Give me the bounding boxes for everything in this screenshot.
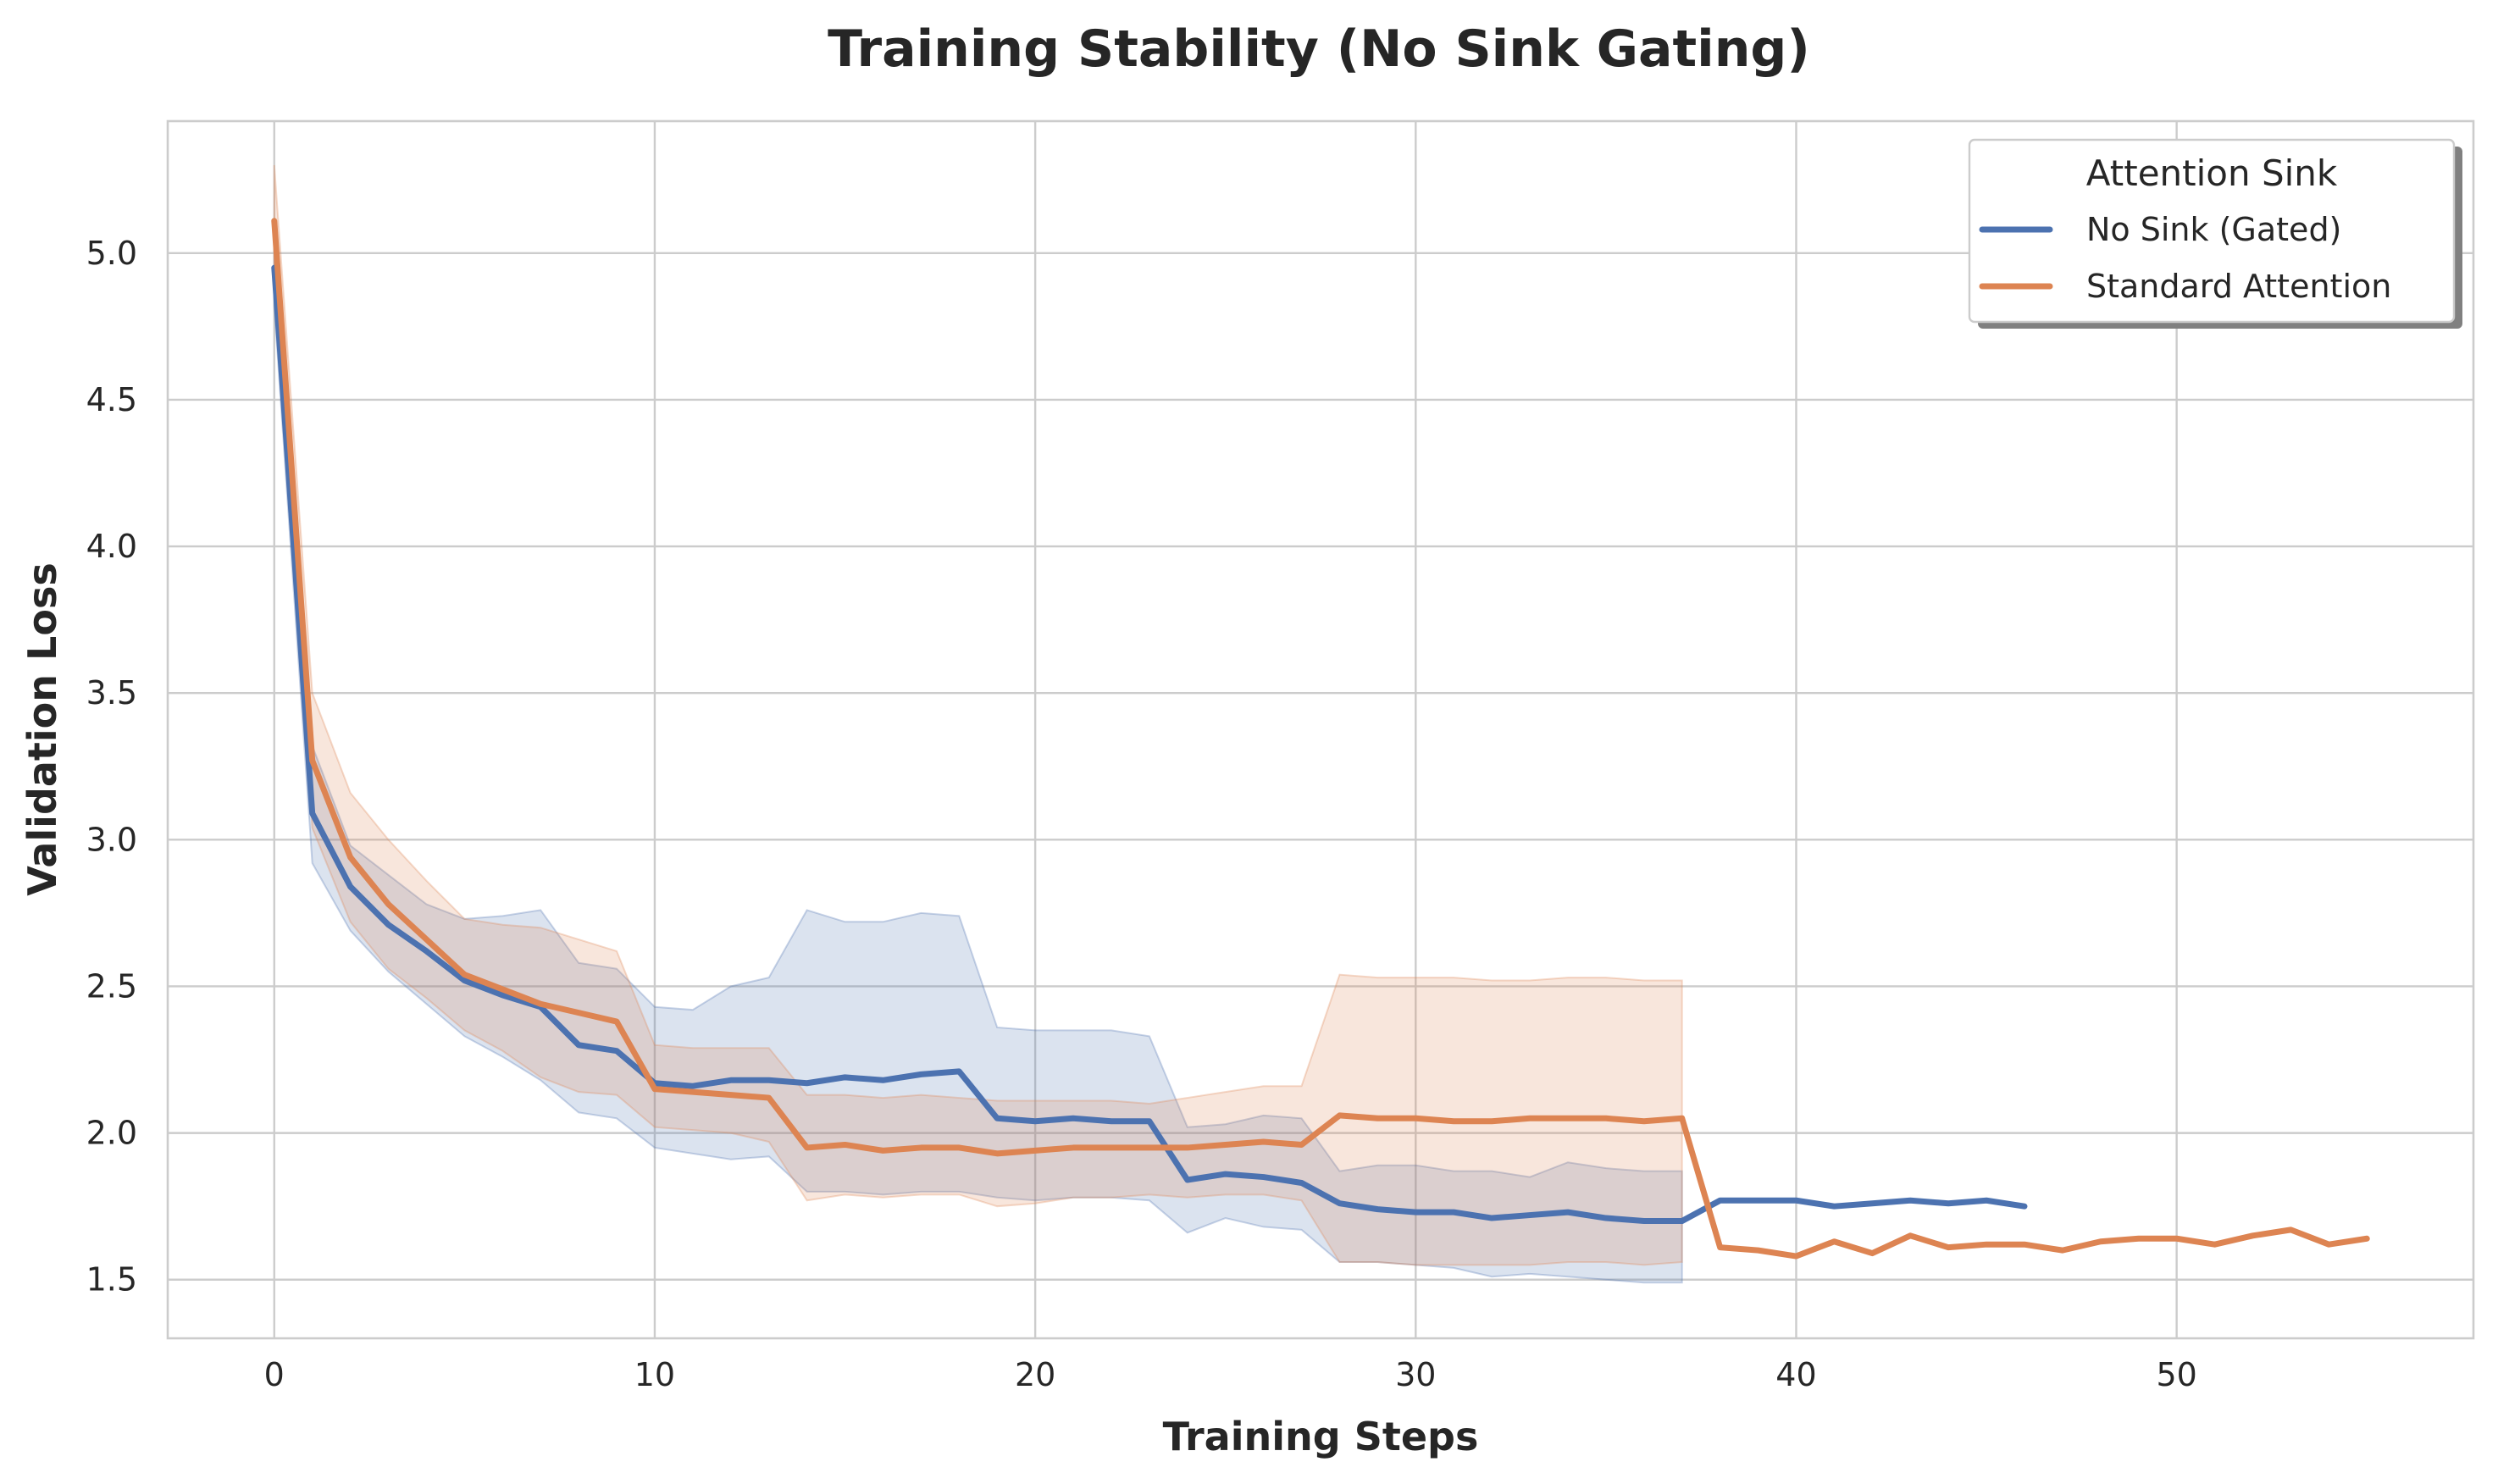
y-tick-label: 2.5 — [86, 967, 137, 1005]
x-tick-label: 10 — [634, 1356, 675, 1393]
y-tick-label: 4.0 — [86, 528, 137, 565]
plot-area-frame — [166, 119, 2475, 1340]
x-tick-label: 30 — [1395, 1356, 1436, 1393]
y-tick-label: 5.0 — [86, 235, 137, 272]
series-line-0 — [271, 264, 2028, 1224]
legend-label-no-sink: No Sink (Gated) — [2086, 211, 2341, 248]
legend-box — [1968, 138, 2456, 324]
series-lines — [271, 218, 2370, 1260]
confidence-band-0 — [273, 238, 1683, 1284]
x-tick-label: 40 — [1775, 1356, 1816, 1393]
y-tick-label: 2.0 — [86, 1115, 137, 1152]
confidence-bands — [273, 164, 1683, 1284]
y-tick-label: 4.5 — [86, 381, 137, 418]
legend-label-standard: Standard Attention — [2086, 268, 2391, 305]
x-tick-label: 0 — [264, 1356, 285, 1393]
chart-title: Training Stability (No Sink Gating) — [828, 19, 1810, 79]
legend: Attention Sink No Sink (Gated) Standard … — [1968, 138, 2462, 329]
y-tick-label: 3.0 — [86, 821, 137, 858]
x-tick-labels: 0 10 20 30 40 50 — [264, 1356, 2197, 1393]
y-axis-label: Validation Loss — [19, 562, 65, 895]
y-tick-label: 1.5 — [86, 1261, 137, 1298]
grid-lines — [168, 121, 2473, 1338]
y-tick-labels: 1.5 2.0 2.5 3.0 3.5 4.0 4.5 5.0 — [86, 235, 137, 1298]
confidence-band-1 — [273, 164, 1683, 1266]
legend-title: Attention Sink — [2086, 152, 2338, 194]
series-line-1 — [271, 218, 2370, 1260]
x-axis-label: Training Steps — [1163, 1414, 1479, 1459]
x-tick-label: 50 — [2156, 1356, 2196, 1393]
x-tick-label: 20 — [1015, 1356, 1055, 1393]
y-tick-label: 3.5 — [86, 674, 137, 712]
